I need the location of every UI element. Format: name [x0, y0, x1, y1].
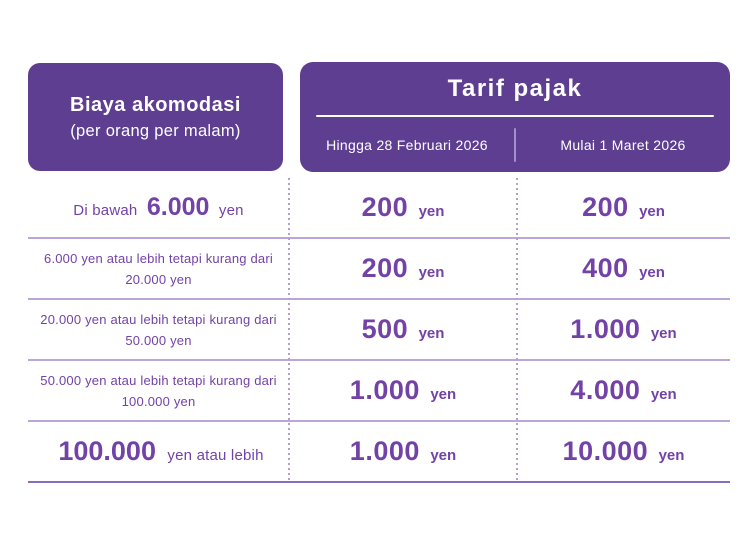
tax-unit: yen	[639, 203, 665, 220]
tax-value: 10.000 yen	[563, 436, 685, 467]
tax-amount: 400	[582, 253, 629, 283]
table-row: 6.000 yen atau lebih tetapi kurang dari …	[28, 239, 730, 300]
range-line1: 6.000 yen atau lebih tetapi kurang dari	[44, 250, 273, 266]
range-text: 20.000 yen atau lebih tetapi kurang dari…	[40, 309, 276, 351]
range-amount: 6.000	[146, 193, 210, 221]
accommodation-range-cell: Di bawah 6.000 yen	[28, 178, 289, 237]
tax-until-feb-cell: 200 yen	[289, 178, 517, 237]
accommodation-cost-title: Biaya akomodasi	[70, 93, 241, 116]
tax-value: 1.000 yen	[570, 314, 676, 345]
table-row: Di bawah 6.000 yen 200 yen 200 yen	[28, 178, 730, 239]
tax-unit: yen	[639, 264, 665, 281]
tax-rate-header: Tarif pajak Hingga 28 Februari 2026 Mula…	[300, 62, 730, 172]
range-suffix: yen atau lebih	[167, 447, 264, 464]
tax-amount: 200	[582, 192, 629, 222]
range-text: Di bawah 6.000 yen	[73, 193, 243, 222]
accommodation-cost-header: Biaya akomodasi (per orang per malam)	[28, 63, 283, 171]
accommodation-range-cell: 20.000 yen atau lebih tetapi kurang dari…	[28, 300, 289, 359]
tax-amount: 200	[361, 253, 409, 283]
table-row: 50.000 yen atau lebih tetapi kurang dari…	[28, 361, 730, 422]
tax-from-mar-cell: 200 yen	[517, 178, 730, 237]
tax-amount: 1.000	[570, 314, 641, 344]
tax-amount: 10.000	[562, 436, 649, 466]
column-header-from-mar: Mulai 1 Maret 2026	[560, 136, 686, 153]
tax-amount: 500	[361, 314, 409, 344]
tax-rate-title: Tarif pajak	[447, 74, 583, 102]
accommodation-range-cell: 100.000 yen atau lebih	[28, 422, 289, 481]
tax-value: 4.000 yen	[570, 375, 676, 406]
tax-amount: 4.000	[570, 375, 641, 405]
accommodation-cost-subtitle: (per orang per malam)	[70, 121, 241, 140]
tax-until-feb-cell: 500 yen	[289, 300, 517, 359]
tax-from-mar-cell: 4.000 yen	[517, 361, 730, 420]
dotted-divider-left	[288, 178, 290, 483]
tax-value: 1.000 yen	[350, 375, 456, 406]
period-columns: Hingga 28 Februari 2026 Mulai 1 Maret 20…	[300, 117, 730, 172]
tax-value: 400 yen	[582, 253, 665, 284]
tax-value: 200 yen	[362, 192, 445, 223]
tax-unit: yen	[650, 325, 677, 342]
tax-from-mar-cell: 1.000 yen	[517, 300, 730, 359]
column-divider	[514, 127, 516, 162]
range-prefix: Di bawah	[73, 202, 138, 219]
accommodation-range-cell: 50.000 yen atau lebih tetapi kurang dari…	[28, 361, 289, 420]
title-underline	[316, 115, 714, 117]
range-suffix: yen	[218, 202, 244, 219]
dotted-divider-right	[516, 178, 518, 483]
tax-until-feb-cell: 1.000 yen	[289, 422, 517, 481]
tax-unit: yen	[418, 203, 445, 220]
range-line2: 50.000 yen	[125, 332, 192, 348]
range-amount: 100.000	[58, 436, 156, 466]
accommodation-range-cell: 6.000 yen atau lebih tetapi kurang dari …	[28, 239, 289, 298]
tax-until-feb-cell: 200 yen	[289, 239, 517, 298]
tax-value: 200 yen	[582, 192, 665, 223]
tax-rate-title-wrap: Tarif pajak	[300, 62, 730, 115]
range-text: 6.000 yen atau lebih tetapi kurang dari …	[44, 248, 273, 290]
column-header-until-feb: Hingga 28 Februari 2026	[326, 136, 488, 153]
tax-unit: yen	[430, 386, 457, 403]
tax-unit: yen	[418, 325, 445, 342]
tax-from-mar-cell: 400 yen	[517, 239, 730, 298]
tax-amount: 1.000	[349, 375, 420, 405]
tax-until-feb-cell: 1.000 yen	[289, 361, 517, 420]
tax-unit: yen	[658, 447, 685, 464]
range-line1: 20.000 yen atau lebih tetapi kurang dari	[40, 311, 277, 327]
tax-value: 1.000 yen	[350, 436, 456, 467]
tax-table: Di bawah 6.000 yen 200 yen 200 yen	[28, 178, 730, 483]
range-line2: 100.000 yen	[121, 393, 196, 409]
range-line2: 20.000 yen	[125, 271, 192, 287]
tax-amount: 1.000	[349, 436, 420, 466]
tax-value: 500 yen	[362, 314, 445, 345]
tax-amount: 200	[361, 192, 409, 222]
tax-unit: yen	[650, 386, 677, 403]
table-row: 20.000 yen atau lebih tetapi kurang dari…	[28, 300, 730, 361]
tax-value: 200 yen	[362, 253, 445, 284]
range-text: 50.000 yen atau lebih tetapi kurang dari…	[40, 370, 276, 412]
range-line1: 50.000 yen atau lebih tetapi kurang dari	[40, 372, 277, 388]
tax-unit: yen	[430, 447, 457, 464]
range-text: 100.000 yen atau lebih	[53, 436, 263, 467]
tax-from-mar-cell: 10.000 yen	[517, 422, 730, 481]
tax-unit: yen	[418, 264, 445, 281]
table-row: 100.000 yen atau lebih 1.000 yen 10.000 …	[28, 422, 730, 483]
